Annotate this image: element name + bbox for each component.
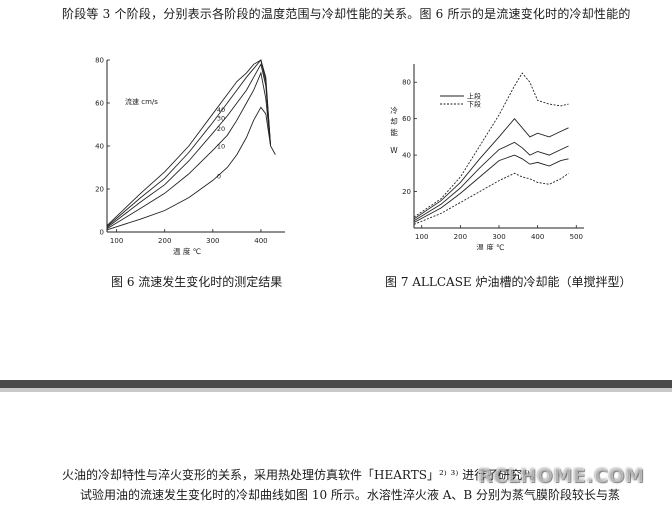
- series-line-3: [106, 71, 272, 230]
- y-tick-label: 0: [100, 229, 104, 237]
- y-tick-label: 80: [95, 57, 104, 65]
- y-tick-label: 80: [402, 79, 411, 87]
- y-tick-label: 20: [95, 186, 104, 194]
- x-tick-label: 100: [415, 233, 428, 241]
- series-line-2: [106, 63, 272, 229]
- series-label: 10: [217, 142, 225, 150]
- x-tick-label: 300: [206, 237, 219, 245]
- y-tick-label: 40: [95, 143, 104, 151]
- series-line-4: [106, 106, 276, 231]
- series-line-1: [106, 59, 272, 227]
- series-line-0: [413, 118, 569, 220]
- series-line-1: [413, 141, 569, 222]
- y-tick-label: 20: [402, 188, 411, 196]
- series-line-4: [413, 172, 569, 225]
- watermark: RCLHOME.COM: [478, 465, 645, 487]
- series-label: 0: [217, 172, 221, 180]
- series-line-3: [413, 72, 569, 218]
- figure-7-caption: 图 7 ALLCASE 炉油槽的冷却能（单搅拌型）: [385, 275, 632, 289]
- x-tick-label: 100: [110, 237, 123, 245]
- y-axis-label: 冷却能 W: [390, 105, 398, 155]
- y-tick-label: 60: [402, 115, 411, 123]
- x-tick-label: 200: [454, 233, 467, 241]
- series-line-2: [413, 154, 569, 223]
- body-text-line-1: 火油的冷却特性与淬火变形的关系，采用热处理仿真软件「HEARTS」²⁾ ³⁾ 进…: [62, 468, 542, 482]
- series-label: 20: [217, 125, 225, 133]
- page-divider-shadow: [0, 388, 672, 392]
- y-tick-label: 40: [402, 152, 411, 160]
- x-axis-label: 温 度 ℃: [476, 242, 504, 250]
- body-text-top-line: 阶段等 3 个阶段，分别表示各阶段的温度范围与冷却性能的关系。图 6 所示的是流…: [62, 7, 631, 21]
- figure-6-caption: 图 6 流速发生变化时的测定结果: [111, 275, 283, 289]
- flow-rate-annotation: 流速 cm/s: [125, 97, 158, 106]
- series-label: 40: [217, 106, 225, 114]
- x-axis-label: 温 度 ℃: [173, 246, 201, 256]
- x-tick-label: 200: [158, 237, 171, 245]
- x-tick-label: 300: [492, 233, 505, 241]
- legend-label: 下段: [467, 100, 481, 109]
- page-divider: [0, 380, 672, 388]
- series-label: 30: [217, 114, 225, 122]
- body-text-line-2: 试验用油的流速发生变化时的冷却曲线如图 10 所示。水溶性淬火液 A、B 分别为…: [80, 488, 621, 502]
- y-tick-label: 60: [95, 100, 104, 108]
- x-tick-label: 400: [254, 237, 267, 245]
- x-tick-label: 400: [531, 233, 544, 241]
- series-line-0: [106, 59, 272, 226]
- legend-label: 上段: [467, 92, 481, 101]
- x-tick-label: 500: [570, 233, 583, 241]
